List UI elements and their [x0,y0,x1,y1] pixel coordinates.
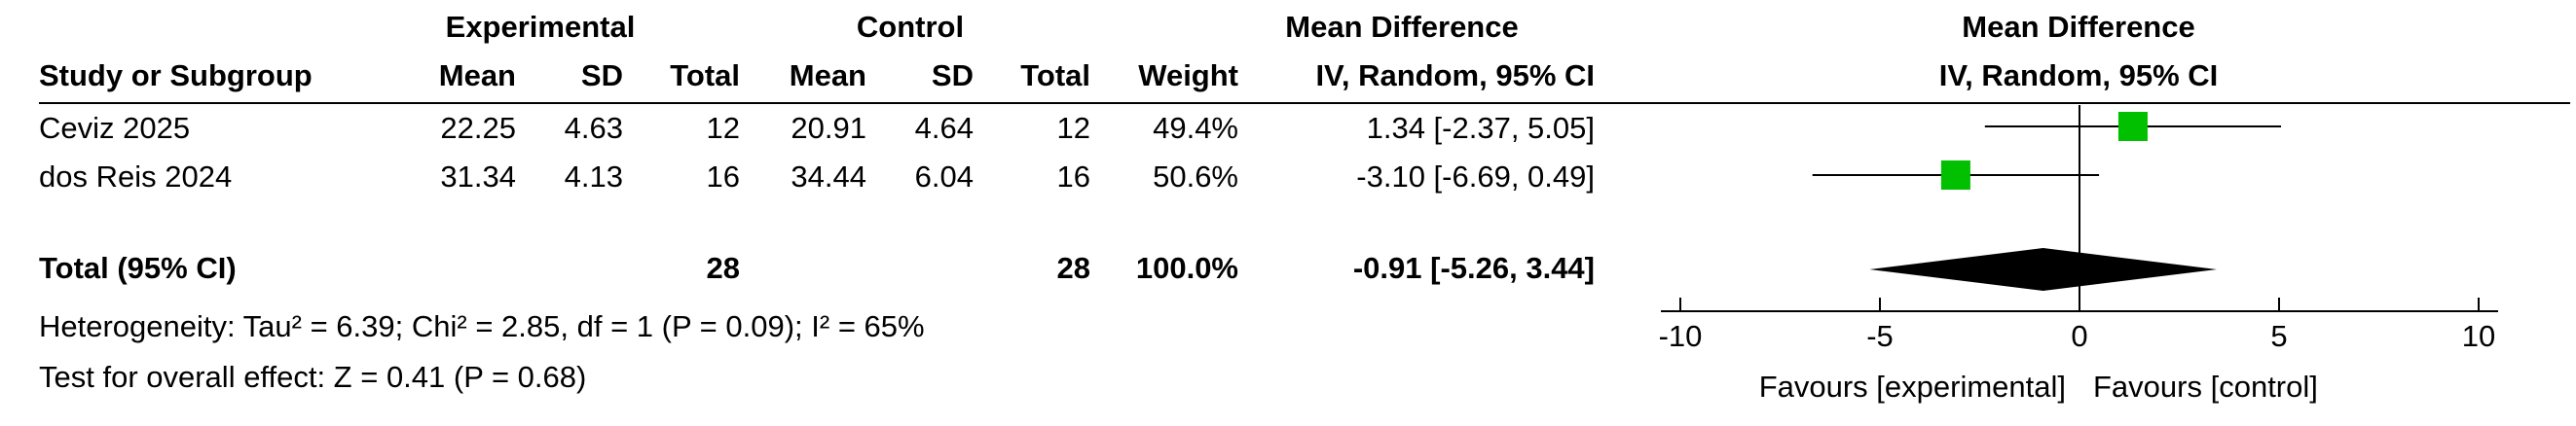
total-ci-text: -0.91 [-5.26, 3.44] [1352,251,1595,285]
study-exp-total: 16 [706,160,740,194]
x-axis-tick-label: 5 [2270,319,2287,353]
pooled-effect-diamond [1869,248,2218,291]
study-exp-mean: 31.34 [440,160,516,194]
study-ctl-total: 12 [1056,111,1090,145]
ctl-sd-header: SD [931,58,974,92]
x-axis-tick-label: 0 [2071,319,2087,353]
study-exp-total: 12 [706,111,740,145]
effect-ci-header: IV, Random, 95% CI [1315,58,1595,92]
ctl-mean-header: Mean [789,58,866,92]
study-weight: 50.6% [1153,160,1238,194]
total-exp-total: 28 [706,251,740,285]
experimental-group-header: Experimental [445,10,636,44]
overall-effect-text: Test for overall effect: Z = 0.41 (P = 0… [39,360,587,394]
study-ci-text: -3.10 [-6.69, 0.49] [1356,160,1595,194]
study-column-header: Study or Subgroup [39,58,313,92]
plot-group-header: Mean Difference [1962,10,2195,44]
x-axis-tick-label: 10 [2462,319,2495,353]
exp-mean-header: Mean [438,58,516,92]
study-ci-text: 1.34 [-2.37, 5.05] [1366,111,1595,145]
favours-right-label: Favours [control] [2093,370,2318,404]
exp-total-header: Total [670,58,740,92]
header-divider [39,102,2570,104]
study-effect-marker [1940,160,1970,190]
x-axis-tick-label: -5 [1866,319,1894,353]
total-weight: 100.0% [1135,251,1238,285]
study-weight: 49.4% [1153,111,1238,145]
effect-group-header: Mean Difference [1285,10,1519,44]
exp-sd-header: SD [580,58,623,92]
favours-left-label: Favours [experimental] [1759,370,2066,404]
plot-ci-header: IV, Random, 95% CI [1938,58,2219,92]
heterogeneity-text: Heterogeneity: Tau² = 6.39; Chi² = 2.85,… [39,309,925,343]
total-ctl-total: 28 [1056,251,1090,285]
study-ctl-sd: 4.64 [914,111,974,145]
study-ctl-mean: 20.91 [791,111,866,145]
weight-header: Weight [1138,58,1238,92]
study-exp-sd: 4.63 [564,111,623,145]
study-effect-marker [2117,112,2148,141]
ctl-total-header: Total [1020,58,1090,92]
study-exp-sd: 4.13 [564,160,623,194]
study-name: dos Reis 2024 [39,160,233,194]
study-exp-mean: 22.25 [440,111,516,145]
x-axis-tick-label: -10 [1659,319,1703,353]
total-label: Total (95% CI) [39,251,237,285]
study-name: Ceviz 2025 [39,111,191,145]
control-group-header: Control [856,10,965,44]
study-ctl-sd: 6.04 [914,160,974,194]
study-ctl-mean: 34.44 [791,160,866,194]
study-ctl-total: 16 [1056,160,1090,194]
